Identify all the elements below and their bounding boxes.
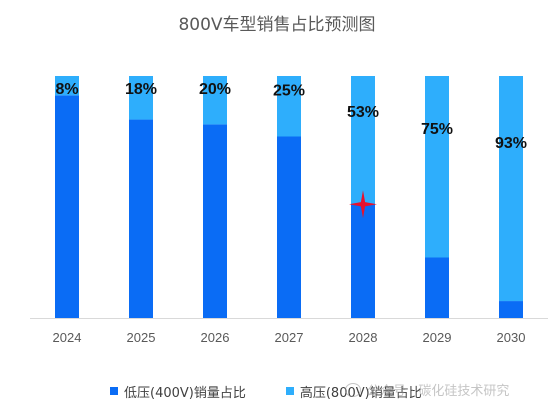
bar-high-voltage-2025 [129, 76, 153, 120]
data-label-2026: 20% [199, 81, 231, 98]
bar-high-voltage-2027 [277, 76, 301, 137]
bar-low-voltage-2025 [129, 119, 153, 318]
legend-swatch-high-voltage [285, 387, 294, 395]
legend-swatch-low-voltage [110, 387, 118, 395]
x-tick-label-2027: 2027 [275, 330, 304, 345]
bar-high-voltage-2029 [425, 76, 449, 258]
legend-label-high-voltage: 高压(800V)销量占比 [299, 385, 422, 401]
legend-item-high-voltage: 高压(800V)销量占比 [285, 382, 422, 401]
legend-label-low-voltage: 低压(400V)销量占比 [124, 385, 246, 401]
watermark: 公众号 · 碳化硅技术研究 [345, 380, 509, 399]
data-label-2027: 25% [273, 82, 305, 99]
x-tick-label-2026: 2026 [201, 330, 230, 345]
bar-low-voltage-2030 [499, 301, 523, 318]
data-label-2029: 75% [421, 121, 453, 138]
bar-high-voltage-2028 [351, 76, 375, 205]
x-tick-label-2028: 2028 [349, 330, 378, 345]
bar-high-voltage-2024 [55, 76, 79, 96]
x-tick-label-2025: 2025 [127, 330, 156, 345]
x-tick-label-2029: 2029 [423, 330, 452, 345]
data-label-2024: 8% [55, 81, 78, 98]
legend: 低压(400V)销量占比 高压(800V)销量占比 [110, 381, 462, 401]
bar-low-voltage-2024 [55, 95, 79, 318]
star-marker-icon [349, 190, 377, 219]
data-label-2030: 93% [495, 135, 527, 152]
wechat-icon [345, 382, 361, 397]
bar-high-voltage-2026 [203, 76, 227, 125]
legend-item-low-voltage: 低压(400V)销量占比 [110, 382, 246, 401]
bar-low-voltage-2029 [425, 257, 449, 318]
watermark-text: 公众号 · 碳化硅技术研究 [367, 384, 510, 399]
data-label-2025: 18% [125, 81, 157, 98]
x-tick-label-2024: 2024 [53, 330, 82, 345]
bar-low-voltage-2027 [277, 136, 301, 318]
bar-low-voltage-2026 [203, 124, 227, 319]
x-tick-label-2030: 2030 [497, 330, 526, 345]
chart-title: 800V车型销售占比预测图 [178, 15, 376, 35]
bar-low-voltage-2028 [351, 204, 375, 318]
data-label-2028: 53% [347, 104, 379, 121]
bar-high-voltage-2030 [499, 76, 523, 302]
